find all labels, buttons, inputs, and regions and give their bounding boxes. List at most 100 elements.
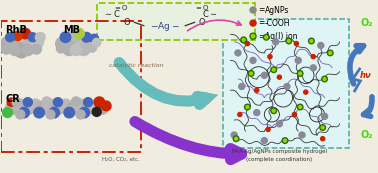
Text: H₂O, CO₂, etc.: H₂O, CO₂, etc.: [102, 157, 140, 162]
Circle shape: [15, 28, 28, 42]
Circle shape: [93, 38, 101, 47]
Circle shape: [286, 38, 291, 44]
Circle shape: [284, 84, 290, 89]
Circle shape: [31, 36, 43, 49]
Circle shape: [13, 32, 22, 41]
Circle shape: [68, 35, 84, 50]
Text: $\mathsf{C\sim}$: $\mathsf{C\sim}$: [202, 8, 217, 19]
Circle shape: [233, 136, 239, 142]
Circle shape: [277, 75, 282, 79]
Text: hν: hν: [359, 71, 371, 80]
Circle shape: [299, 132, 305, 138]
Circle shape: [250, 20, 256, 26]
Text: O₂: O₂: [361, 130, 373, 140]
Circle shape: [64, 107, 74, 118]
Circle shape: [276, 121, 282, 127]
Text: $\mathsf{\sim C}$: $\mathsf{\sim C}$: [103, 8, 121, 19]
Circle shape: [22, 39, 36, 53]
Text: O₂: O₂: [361, 18, 373, 28]
Circle shape: [77, 43, 90, 56]
Circle shape: [2, 44, 11, 54]
Circle shape: [231, 132, 237, 138]
Circle shape: [323, 78, 326, 80]
Circle shape: [42, 97, 51, 106]
Text: Ag(I) ion: Ag(I) ion: [265, 32, 297, 41]
Circle shape: [101, 101, 111, 111]
Circle shape: [261, 138, 267, 144]
Circle shape: [255, 88, 259, 92]
Circle shape: [250, 57, 256, 63]
Circle shape: [16, 110, 25, 119]
Circle shape: [22, 32, 37, 47]
Circle shape: [322, 113, 328, 119]
Circle shape: [70, 29, 82, 41]
Circle shape: [60, 32, 71, 43]
Circle shape: [71, 97, 81, 106]
Circle shape: [2, 37, 14, 48]
Circle shape: [6, 102, 19, 115]
Circle shape: [59, 99, 72, 113]
Circle shape: [74, 28, 84, 39]
Text: (complete coordination): (complete coordination): [246, 157, 313, 162]
Circle shape: [15, 44, 28, 58]
Circle shape: [297, 104, 303, 110]
Circle shape: [23, 98, 33, 107]
Circle shape: [20, 28, 31, 39]
Circle shape: [327, 50, 333, 56]
Circle shape: [0, 43, 7, 52]
Circle shape: [297, 71, 303, 76]
Circle shape: [67, 102, 79, 115]
Circle shape: [294, 42, 298, 46]
Circle shape: [271, 108, 277, 113]
Circle shape: [3, 108, 12, 117]
Circle shape: [245, 42, 249, 46]
Circle shape: [238, 112, 242, 117]
Text: -COOH: -COOH: [265, 19, 291, 28]
Circle shape: [28, 33, 37, 42]
Text: $\mathsf{O}$: $\mathsf{O}$: [198, 16, 206, 27]
Circle shape: [284, 139, 287, 142]
Circle shape: [32, 44, 41, 54]
Circle shape: [321, 126, 324, 129]
Circle shape: [265, 36, 268, 39]
Circle shape: [56, 44, 65, 53]
Text: =: =: [258, 6, 264, 15]
Text: $\mathsf{=O}$: $\mathsf{=O}$: [194, 3, 210, 12]
Circle shape: [8, 33, 22, 47]
Circle shape: [34, 107, 44, 118]
Circle shape: [12, 98, 21, 107]
Text: $\mathsf{=O}$: $\mathsf{=O}$: [113, 3, 128, 12]
Circle shape: [261, 72, 267, 78]
Circle shape: [70, 44, 82, 56]
Text: =: =: [258, 32, 264, 41]
Circle shape: [295, 57, 301, 63]
Circle shape: [35, 32, 45, 42]
Text: CR: CR: [5, 94, 20, 104]
Circle shape: [322, 76, 327, 82]
Circle shape: [46, 110, 55, 119]
Circle shape: [77, 33, 91, 47]
Circle shape: [320, 125, 325, 130]
FancyBboxPatch shape: [97, 3, 255, 40]
Circle shape: [250, 7, 256, 13]
Circle shape: [49, 107, 59, 118]
Circle shape: [318, 43, 324, 48]
Circle shape: [282, 138, 288, 143]
Circle shape: [51, 102, 64, 115]
Circle shape: [271, 67, 277, 72]
Circle shape: [29, 99, 42, 113]
Circle shape: [74, 99, 87, 113]
Circle shape: [263, 34, 269, 40]
Circle shape: [241, 37, 246, 43]
Circle shape: [92, 107, 101, 116]
Circle shape: [90, 34, 99, 43]
Circle shape: [94, 97, 105, 107]
Circle shape: [61, 33, 74, 47]
Circle shape: [79, 107, 90, 118]
Text: catalytic reaction: catalytic reaction: [109, 63, 164, 69]
Circle shape: [19, 107, 29, 118]
Text: MB: MB: [63, 25, 80, 35]
Text: $\mathsf{O}$: $\mathsf{O}$: [123, 16, 131, 27]
Circle shape: [310, 65, 316, 71]
Circle shape: [235, 137, 237, 140]
